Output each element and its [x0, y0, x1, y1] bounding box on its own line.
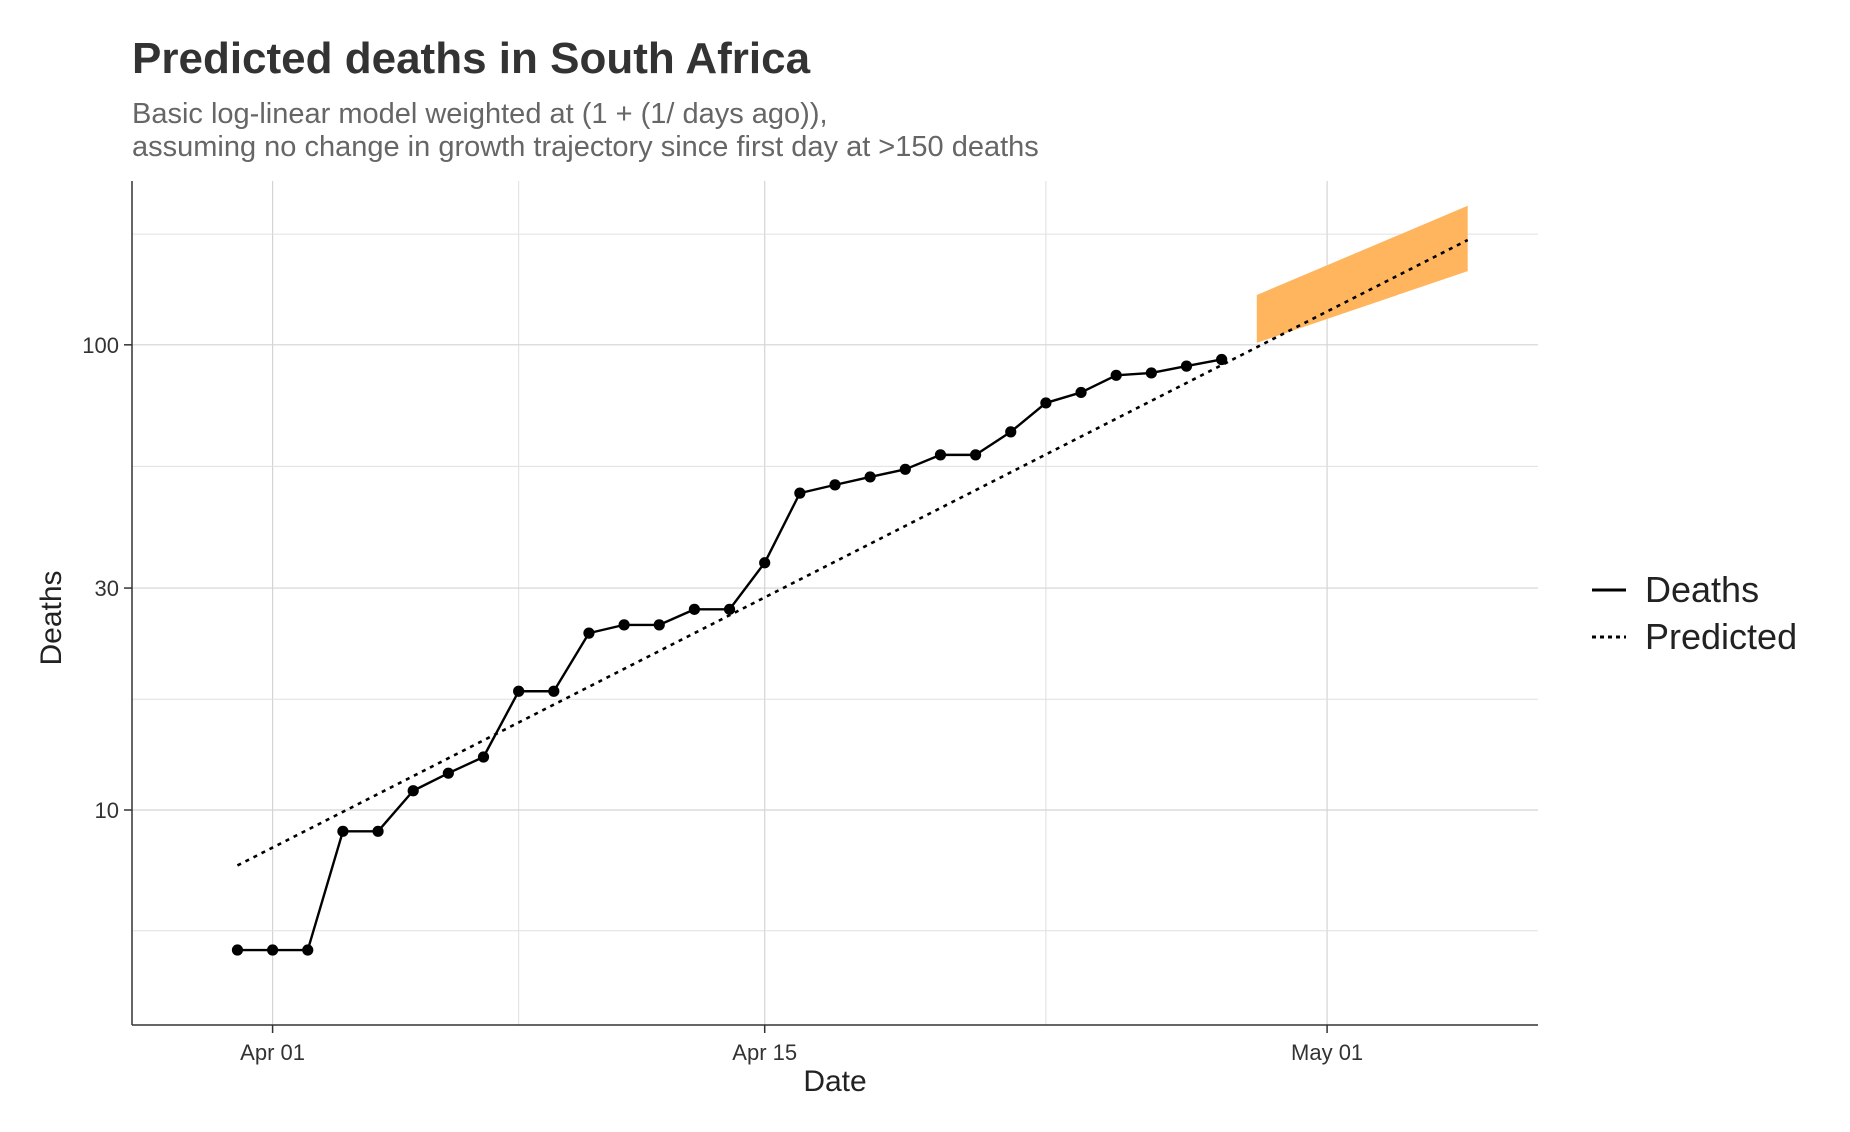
deaths-point [934, 449, 947, 461]
deaths-point [653, 619, 665, 631]
deaths-point [899, 463, 911, 475]
deaths-point [688, 603, 701, 615]
deaths-line [237, 358, 1222, 952]
deaths-point [583, 627, 595, 639]
axes: Apr 01 Apr 15 May 01 10 30 100 [82, 181, 1538, 1065]
chart-title: Predicted deaths in South Africa [132, 34, 811, 83]
deaths-point [1075, 386, 1087, 399]
deaths-point [267, 944, 279, 956]
deaths-point [723, 603, 736, 615]
deaths-point [618, 619, 630, 631]
y-tick-label: 100 [82, 333, 119, 358]
deaths-point [1040, 397, 1052, 409]
deaths-point [759, 557, 771, 569]
deaths-point [864, 471, 876, 483]
predicted-line [236, 238, 1469, 867]
deaths-point [794, 487, 806, 499]
deaths-point [1110, 369, 1122, 381]
chart-subtitle-line-2: assuming no change in growth trajectory … [132, 131, 1039, 163]
x-tick-label: Apr 01 [240, 1040, 305, 1065]
deaths-point [970, 449, 982, 461]
deaths-point [302, 944, 314, 956]
y-tick-label: 10 [95, 798, 119, 823]
deaths-point [1005, 426, 1017, 438]
legend-label-deaths: Deaths [1645, 569, 1759, 610]
deaths-point [1180, 360, 1193, 372]
deaths-point [1216, 353, 1228, 366]
deaths-point [231, 944, 244, 956]
prediction-band [1256, 205, 1468, 343]
prediction-band-layer [1256, 205, 1468, 343]
y-axis-title: Deaths [35, 570, 68, 665]
series-layer [231, 238, 1469, 956]
deaths-point [477, 751, 490, 763]
deaths-point [337, 825, 349, 837]
x-tick-label: Apr 15 [732, 1040, 797, 1065]
x-tick-label: May 01 [1291, 1040, 1363, 1065]
legend-label-predicted: Predicted [1645, 616, 1797, 657]
legend: Deaths Predicted [1592, 569, 1797, 657]
deaths-point [442, 767, 454, 779]
deaths-point [372, 825, 384, 837]
deaths-point [1145, 367, 1157, 379]
deaths-point [407, 785, 419, 797]
deaths-point [829, 479, 841, 491]
grid-lines [132, 181, 1538, 1025]
deaths-point [548, 685, 560, 697]
y-tick-label: 30 [95, 576, 119, 601]
deaths-point [513, 685, 525, 697]
x-axis-title: Date [803, 1065, 866, 1098]
chart-subtitle-line-1: Basic log-linear model weighted at (1 + … [132, 98, 828, 130]
